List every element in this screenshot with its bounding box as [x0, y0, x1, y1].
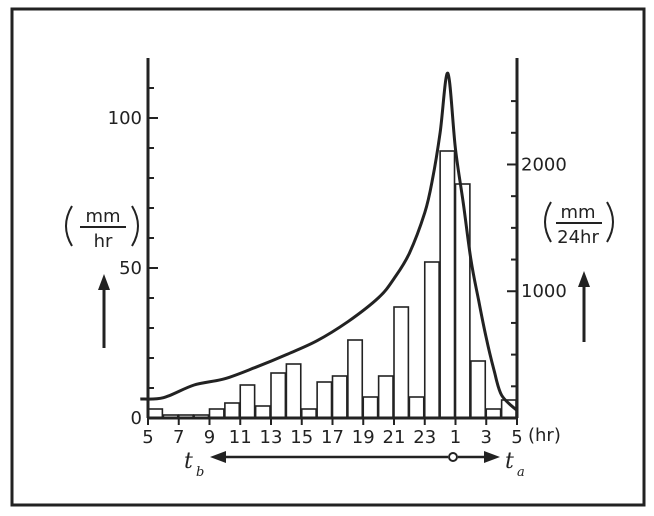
histogram-bar [285, 363, 302, 419]
histogram-bar [454, 183, 471, 419]
right-up-arrow-icon [578, 271, 590, 342]
left-unit-close-paren [131, 205, 139, 247]
histogram-bar [423, 261, 440, 419]
histogram-bar [393, 306, 410, 419]
right-y-unit: mm 24hr [544, 201, 614, 248]
intensity-curve [140, 71, 519, 412]
histogram-bar [439, 150, 456, 419]
x-axis-tick-label: 15 [290, 427, 313, 448]
x-axis-tick-label: 23 [413, 427, 436, 448]
axis-ticks [147, 87, 518, 425]
right-y-tick-label: 1000 [521, 281, 567, 302]
right-unit-open-paren [544, 201, 552, 243]
x-axis-tick-label: 7 [173, 427, 184, 448]
ta-subscript: a [517, 465, 525, 480]
left-unit-denominator: hr [94, 231, 113, 252]
x-axis-tick-label: 13 [260, 427, 283, 448]
x-axis-tick-label: 17 [321, 427, 344, 448]
left-arrow-head-icon [210, 451, 226, 463]
left-y-tick-label: 50 [119, 258, 142, 279]
left-y-unit: mm hr [65, 205, 139, 252]
left-unit-open-paren [65, 205, 73, 247]
x-axis-tick-label: 19 [352, 427, 375, 448]
tb-label: t [184, 449, 193, 474]
left-y-tick-label: 0 [131, 408, 142, 429]
x-axis-tick-label: 9 [204, 427, 215, 448]
right-arrow-head-icon [484, 451, 500, 463]
x-axis-tick-label: 1 [450, 427, 461, 448]
histogram-bar [377, 375, 394, 419]
ta-label: t [505, 449, 514, 474]
histogram-bar [331, 375, 348, 419]
histogram-bar [239, 384, 256, 419]
right-unit-denominator: 24hr [557, 227, 599, 248]
right-unit-close-paren [606, 201, 614, 243]
histogram-bar [270, 372, 287, 419]
histogram-bar [254, 405, 271, 419]
left-y-tick-label: 100 [108, 108, 142, 129]
histogram-bar [224, 402, 241, 419]
duration-indicator: t b t a [184, 449, 525, 480]
x-axis-tick-label: 5 [142, 427, 153, 448]
right-unit-numerator: mm [560, 202, 595, 223]
x-axis-unit: (hr) [528, 425, 561, 446]
histogram-bar [347, 339, 364, 419]
x-axis-tick-label: 11 [229, 427, 252, 448]
x-axis-tick-label: 5 [511, 427, 522, 448]
histogram-bar [316, 381, 333, 419]
tb-subscript: b [196, 465, 204, 480]
left-unit-numerator: mm [85, 206, 120, 227]
x-axis-tick-label: 3 [481, 427, 492, 448]
left-up-arrow-icon [98, 274, 110, 348]
x-axis-tick-label: 21 [383, 427, 406, 448]
histogram-bar [470, 360, 487, 419]
figure-frame [10, 7, 646, 507]
peak-time-marker [448, 452, 458, 462]
histogram-bar [408, 396, 425, 419]
histogram-bar [362, 396, 379, 419]
right-y-tick-label: 2000 [521, 154, 567, 175]
